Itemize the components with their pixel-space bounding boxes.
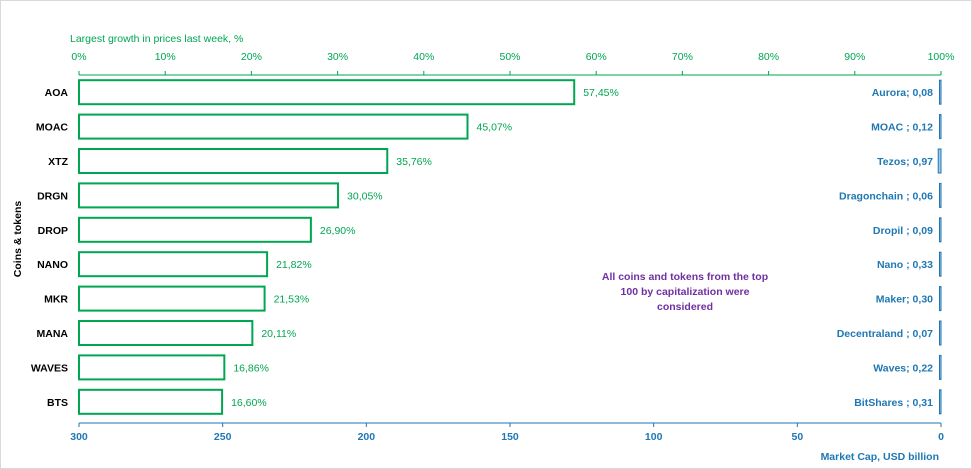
market-cap-data-label: Nano ; 0,33 xyxy=(877,259,933,271)
category-label: DROP xyxy=(38,225,68,237)
category-label: AOA xyxy=(45,87,69,99)
market-cap-bar xyxy=(939,286,942,312)
top-axis-title: Largest growth in prices last week, % xyxy=(70,33,243,45)
bottom-axis-title: Market Cap, USD billion xyxy=(821,451,939,463)
bottom-axis: 300 250 200 150 100 50 0 xyxy=(70,422,944,443)
market-cap-bar xyxy=(939,114,942,140)
bottom-axis-tick-label: 200 xyxy=(358,431,376,443)
bottom-axis-tick-label: 150 xyxy=(501,431,519,443)
market-cap-bar xyxy=(939,251,942,277)
growth-bars xyxy=(78,79,576,415)
market-cap-data-label: Maker; 0,30 xyxy=(876,294,933,306)
growth-bar xyxy=(78,251,269,278)
market-cap-bar xyxy=(939,320,942,346)
market-cap-bar xyxy=(939,389,942,415)
growth-data-label: 45,07% xyxy=(477,122,513,134)
growth-bar xyxy=(78,148,389,174)
category-label: BTS xyxy=(47,397,68,409)
market-cap-data-label: BitShares ; 0,31 xyxy=(854,397,933,409)
growth-bar xyxy=(78,113,469,140)
category-label: MKR xyxy=(44,294,68,306)
top-axis-tick-label: 90% xyxy=(844,51,865,63)
chart-annotation: All coins and tokens from the top 100 by … xyxy=(602,271,768,313)
market-cap-bar xyxy=(939,354,942,380)
category-label: XTZ xyxy=(48,156,68,168)
growth-data-label: 21,82% xyxy=(276,259,312,271)
market-cap-data-label: Decentraland ; 0,07 xyxy=(837,328,933,340)
growth-data-label: 21,53% xyxy=(274,294,310,306)
category-label: MANA xyxy=(37,328,69,340)
growth-data-label: 35,76% xyxy=(396,156,432,168)
growth-data-label: 57,45% xyxy=(583,87,619,99)
top-axis-tick-label: 70% xyxy=(672,51,693,63)
annotation-line: All coins and tokens from the top xyxy=(602,271,768,283)
market-cap-data-label: Dropil ; 0,09 xyxy=(873,225,933,237)
annotation-line: considered xyxy=(657,301,713,313)
bottom-axis-tick-label: 100 xyxy=(645,431,663,443)
top-axis-tick-label: 80% xyxy=(758,51,779,63)
market-cap-data-label: Tezos; 0,97 xyxy=(877,156,933,168)
category-label: WAVES xyxy=(31,362,68,374)
growth-bar xyxy=(78,285,266,312)
market-cap-bar xyxy=(937,148,942,174)
market-cap-bar xyxy=(939,217,942,243)
market-cap-data-labels: Aurora; 0,08 MOAC ; 0,12 Tezos; 0,97 Dragon… xyxy=(837,87,933,409)
y-axis-title: Coins & tokens xyxy=(12,201,24,278)
bottom-axis-tick-label: 250 xyxy=(214,431,232,443)
category-label: DRGN xyxy=(37,190,68,202)
annotation-line: 100 by capitalization were xyxy=(621,286,750,298)
top-axis-tick-label: 100% xyxy=(928,51,955,63)
market-cap-data-label: MOAC ; 0,12 xyxy=(871,122,933,134)
growth-bar xyxy=(78,182,340,209)
growth-data-label: 20,11% xyxy=(261,328,296,340)
bottom-axis-tick-label: 50 xyxy=(791,431,803,443)
top-axis-tick-label: 60% xyxy=(586,51,607,63)
category-label: NANO xyxy=(37,259,68,271)
category-label: MOAC xyxy=(36,122,68,134)
growth-data-label: 16,60% xyxy=(231,397,267,409)
top-axis-tick-label: 50% xyxy=(499,51,520,63)
growth-data-label: 30,05% xyxy=(347,190,383,202)
market-cap-data-label: Waves; 0,22 xyxy=(873,362,933,374)
growth-bar xyxy=(78,79,576,106)
top-axis-tick-label: 40% xyxy=(413,51,434,63)
market-cap-bar xyxy=(939,182,942,208)
top-axis-tick-label: 0% xyxy=(71,51,86,63)
growth-data-label: 26,90% xyxy=(320,225,356,237)
top-axis-tick-label: 10% xyxy=(155,51,176,63)
category-labels: AOA MOAC XTZ DRGN DROP NANO MKR MANA WAVES BTS xyxy=(31,87,69,409)
top-axis-tick-label: 30% xyxy=(327,51,348,63)
top-axis: 0% 10% 20% 30% 40% 50% 60% 70% 80% 90% 100% xyxy=(71,51,955,76)
growth-bar xyxy=(78,320,254,346)
market-cap-bars xyxy=(937,79,942,415)
top-axis-tick-label: 20% xyxy=(241,51,262,63)
growth-bar xyxy=(78,216,312,243)
growth-bar xyxy=(78,354,226,381)
growth-data-label: 16,86% xyxy=(233,362,269,374)
bottom-axis-tick-label: 300 xyxy=(70,431,88,443)
bottom-axis-tick-label: 0 xyxy=(938,431,944,443)
market-cap-data-label: Aurora; 0,08 xyxy=(872,87,933,99)
growth-data-labels: 57,45% 45,07% 35,76% 30,05% 26,90% 21,82% 21,5… xyxy=(231,87,619,409)
market-cap-bar xyxy=(939,79,942,105)
growth-bar xyxy=(78,388,224,415)
market-cap-data-label: Dragonchain ; 0,06 xyxy=(839,190,933,202)
